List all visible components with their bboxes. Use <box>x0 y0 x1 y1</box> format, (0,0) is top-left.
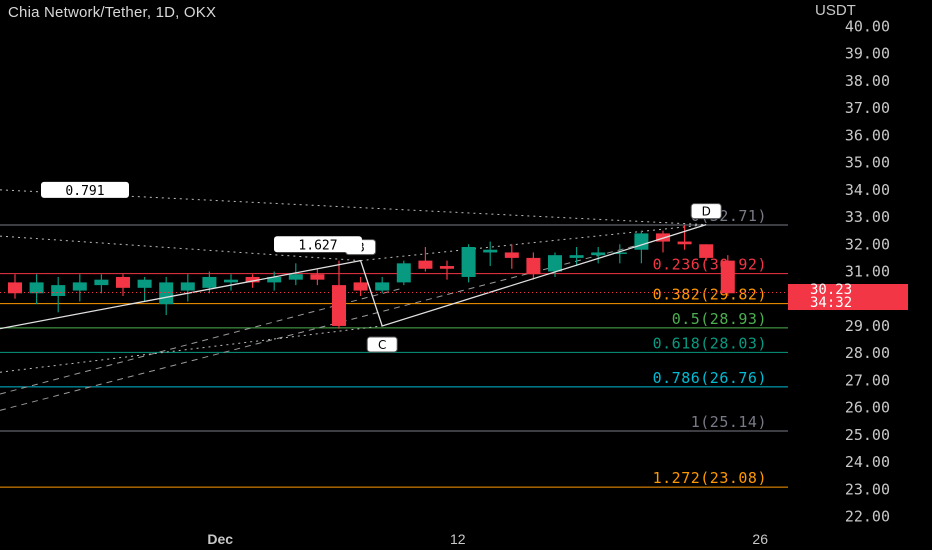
y-tick-label: 36.00 <box>845 126 890 144</box>
y-tick-label: 24.00 <box>845 453 890 471</box>
fib-label: 0.382(29.82) <box>653 286 767 304</box>
candle-body <box>94 279 109 286</box>
dotted-ratio-line <box>0 325 383 373</box>
x-tick-label: Dec <box>207 531 233 547</box>
fib-label: 1(25.14) <box>691 413 767 431</box>
y-tick-label: 22.00 <box>845 508 890 526</box>
candle-body <box>699 244 714 258</box>
y-tick-label: 25.00 <box>845 426 890 444</box>
candle-body <box>504 252 519 258</box>
candle-body <box>591 252 606 256</box>
y-tick-label: 26.00 <box>845 399 890 417</box>
candle-body <box>548 255 562 272</box>
candle-body <box>267 276 282 283</box>
candle-body <box>483 249 498 253</box>
fib-label: 1.272(23.08) <box>653 469 767 487</box>
candle-body <box>29 282 44 294</box>
candle-body <box>202 276 217 288</box>
ratio-label: 0.791 <box>65 184 104 199</box>
last-price-tag: 30.23 34:32 <box>788 282 908 312</box>
y-tick-label: 38.00 <box>845 72 890 90</box>
candle-body <box>224 279 238 283</box>
candle-body <box>396 263 411 283</box>
y-tick-label: 40.00 <box>845 18 890 36</box>
candle-body <box>656 233 670 242</box>
candle-body <box>418 260 433 269</box>
candle-body <box>440 266 454 269</box>
candle-body <box>245 276 260 283</box>
y-tick-label: 32.00 <box>845 235 890 253</box>
x-tick-label: 26 <box>752 531 768 547</box>
candle-body <box>612 252 627 254</box>
pattern-line <box>0 224 707 330</box>
y-tick-label: 29.00 <box>845 317 890 335</box>
dashed-trend-line <box>0 287 404 395</box>
candle-body <box>8 282 22 294</box>
pattern-point-label: D <box>702 205 711 219</box>
bar-countdown: 34:32 <box>810 295 853 312</box>
candle-body <box>569 255 584 258</box>
candle-body <box>332 285 346 326</box>
candle-body <box>159 282 174 305</box>
candle-body <box>461 247 476 277</box>
candle-body <box>677 241 692 245</box>
dotted-ratio-line <box>0 189 707 226</box>
candle-body <box>51 285 66 296</box>
last-price: 30.23 <box>810 282 853 299</box>
y-tick-label: 31.00 <box>845 263 890 281</box>
candle-body <box>310 274 325 280</box>
candle-body <box>353 282 368 291</box>
dotted-ratio-line <box>360 224 707 262</box>
ratio-box <box>274 236 362 253</box>
ratio-box <box>41 181 129 198</box>
candle-body <box>116 276 130 288</box>
pattern-point-box <box>690 203 722 220</box>
y-tick-label: 23.00 <box>845 480 890 498</box>
fib-label: 0.5(28.93) <box>672 310 767 328</box>
y-tick-label: 27.00 <box>845 371 890 389</box>
price-axis <box>800 0 932 550</box>
candle-body <box>375 282 390 291</box>
candle-body <box>634 233 649 250</box>
candle-body <box>180 282 195 291</box>
y-tick-label: 39.00 <box>845 45 890 63</box>
fib-label: 0.618(28.03) <box>653 334 767 352</box>
fib-label: 0.236(30.92) <box>653 256 767 274</box>
y-tick-label: 37.00 <box>845 99 890 117</box>
ratio-label: 1.627 <box>298 238 337 253</box>
y-tick-label: 33.00 <box>845 208 890 226</box>
candle-body <box>720 260 735 294</box>
candle-body <box>137 279 152 288</box>
currency-unit: USDT <box>815 2 856 19</box>
pattern-point-label: C <box>378 338 386 352</box>
dotted-ratio-line <box>0 235 361 262</box>
y-tick-label: 28.00 <box>845 344 890 362</box>
candle-body <box>526 257 541 275</box>
pattern-point-box <box>366 336 398 353</box>
fib-label: 0.786(26.76) <box>653 369 767 387</box>
candle-body <box>72 282 87 291</box>
chart-title: Chia Network/Tether, 1D, OKX <box>8 4 217 21</box>
candle-body <box>288 274 303 280</box>
x-tick-label: 12 <box>450 531 466 547</box>
y-tick-label: 34.00 <box>845 181 890 199</box>
y-tick-label: 35.00 <box>845 154 890 172</box>
dashed-trend-line <box>0 243 642 411</box>
